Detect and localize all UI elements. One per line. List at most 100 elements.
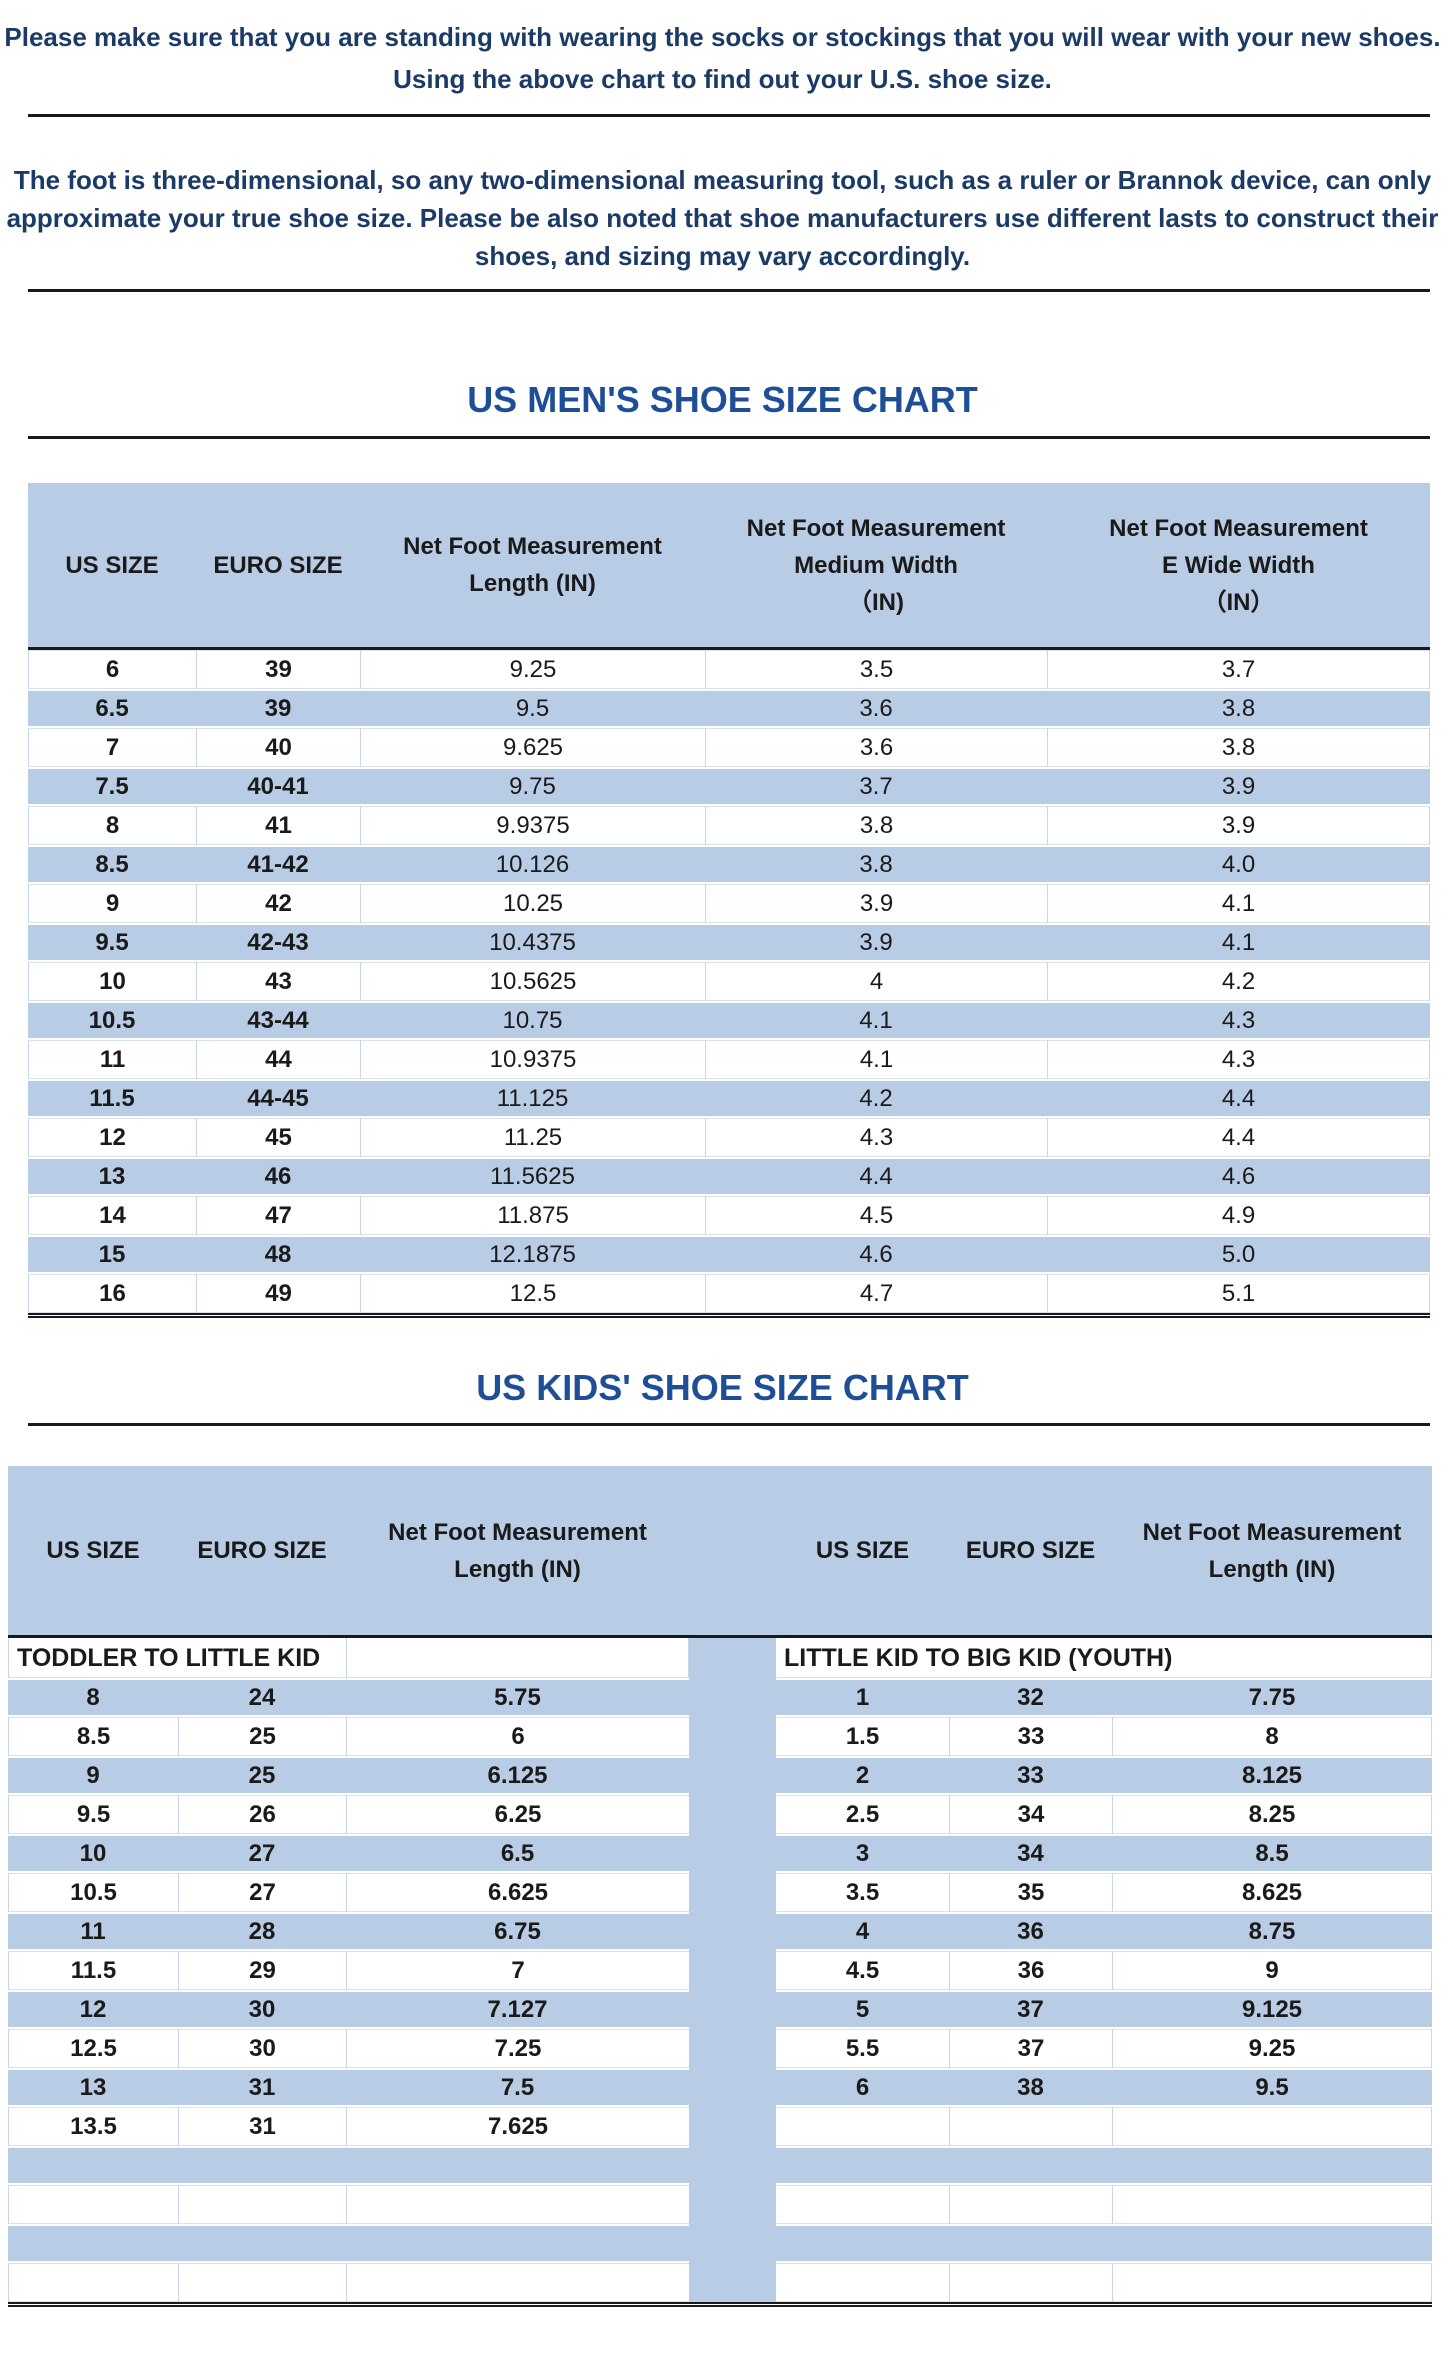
kids-table-cell <box>178 2224 346 2264</box>
kids-table-cell: 30 <box>178 1990 346 2030</box>
kids-table-row: 13.5 31 7.625 <box>8 2107 1432 2147</box>
mens-table-cell: 4.3 <box>1047 1040 1430 1080</box>
kids-table-row <box>8 2146 1432 2186</box>
mens-table-cell: 39 <box>196 650 360 690</box>
kids-table-cell: 6.75 <box>346 1912 689 1952</box>
kids-table-cell: 8.625 <box>1112 1873 1432 1913</box>
mens-table-cell: 48 <box>264 1240 292 1268</box>
kids-table-cell: 27 <box>178 1873 346 1913</box>
mens-table-row: 7 40 9.625 3.6 3.8 <box>28 728 1430 768</box>
mens-table-cell: 9.9375 <box>360 806 705 846</box>
mens-table-cell: 10.5625 <box>360 962 705 1002</box>
kids-table-cell: 6.25 <box>346 1795 689 1835</box>
mens-table-cell: 3.9 <box>859 928 893 956</box>
kids-table-cell <box>1112 2107 1432 2147</box>
mens-table-cell: 14 <box>28 1196 196 1236</box>
mens-table-cell: 3.9 <box>1047 806 1430 846</box>
mens-table-cell: 12 <box>28 1118 196 1158</box>
mens-table-cell: 4.5 <box>705 1196 1047 1236</box>
kids-table-row <box>8 2263 1432 2303</box>
mens-table-cell: 4.9 <box>1047 1196 1430 1236</box>
kids-table-cell: 3.5 <box>776 1873 949 1912</box>
kids-table-row: 10 27 6.5 3 34 8.5 <box>8 1834 1432 1874</box>
mens-table-cell: 43 <box>196 962 360 1002</box>
kids-header-euro-size-right: EURO SIZE <box>965 1537 1096 1565</box>
mens-table-row: 8.5 41-42 10.126 3.8 4.0 <box>28 845 1430 885</box>
mens-table-cell: 44 <box>196 1040 360 1080</box>
mens-table-cell: 10 <box>28 962 196 1002</box>
kids-table-cell: 13 <box>8 2068 178 2108</box>
kids-table-cell <box>1112 2224 1432 2264</box>
kids-table-cell: 34 <box>949 1795 1112 1835</box>
mens-table-cell: 46 <box>264 1162 292 1190</box>
kids-table-cell <box>8 2185 178 2225</box>
kids-table-cell: 9 <box>8 1756 178 1796</box>
mens-table-cell: 13 <box>98 1162 126 1190</box>
mens-table-cell: 47 <box>196 1196 360 1236</box>
kids-table-body: 8 24 5.75 1 32 7.75 8.5 25 6 1.5 33 8 9 25 6.125 2 33 8.1… <box>8 1678 1432 2303</box>
kids-table-cell: 24 <box>178 1678 346 1718</box>
mens-table-cell: 9.75 <box>509 772 556 800</box>
kids-table-cell <box>776 2185 949 2224</box>
kids-table-cell: 33 <box>949 1717 1112 1757</box>
mens-table-cell: 39 <box>264 694 292 722</box>
kids-table-cell: 30 <box>178 2029 346 2069</box>
mens-table-cell: 3.8 <box>1221 694 1256 722</box>
kids-table-cell: 2 <box>776 1756 949 1796</box>
mens-table-cell: 40 <box>196 728 360 768</box>
kids-table-cell: 1 <box>776 1678 949 1718</box>
kids-table-row: 11.5 29 7 4.5 36 9 <box>8 1951 1432 1991</box>
mens-table-row: 13 46 11.5625 4.4 4.6 <box>28 1157 1430 1197</box>
mens-table-row: 6.5 39 9.5 3.6 3.8 <box>28 689 1430 729</box>
kids-table-cell <box>178 2146 346 2186</box>
kids-table-cell <box>1112 2146 1432 2186</box>
kids-table-cell: 9.25 <box>1112 2029 1432 2069</box>
kids-table-cell: 35 <box>949 1873 1112 1913</box>
divider-line <box>28 1423 1430 1427</box>
mens-table-cell: 4.1 <box>705 1040 1047 1080</box>
kids-table-cell: 5.75 <box>346 1678 689 1718</box>
kids-table-cell: 8.125 <box>1112 1756 1432 1796</box>
mens-table-cell: 16 <box>28 1274 196 1314</box>
kids-table-cell <box>1112 2263 1432 2303</box>
mens-table-cell: 9.5 <box>95 928 129 956</box>
kids-table-cell: 7.25 <box>346 2029 689 2069</box>
kids-table-cell <box>178 2185 346 2225</box>
kids-table-cell: 1.5 <box>776 1717 949 1756</box>
mens-table-row: 12 45 11.25 4.3 4.4 <box>28 1118 1430 1158</box>
kids-table-cell: 36 <box>949 1912 1112 1952</box>
kids-table-cell: 25 <box>178 1756 346 1796</box>
mens-table-row: 7.5 40-41 9.75 3.7 3.9 <box>28 767 1430 807</box>
mens-table-cell: 5.1 <box>1047 1274 1430 1314</box>
mens-table-cell: 7 <box>28 728 196 768</box>
kids-table-cell: 27 <box>178 1834 346 1874</box>
kids-table-cell <box>776 2224 949 2264</box>
mens-table-cell: 5.0 <box>1221 1240 1256 1268</box>
mens-table-row: 9 42 10.25 3.9 4.1 <box>28 884 1430 924</box>
kids-table-cell: 34 <box>949 1834 1112 1874</box>
kids-table-row: 8.5 25 6 1.5 33 8 <box>8 1717 1432 1757</box>
mens-table-cell: 4.6 <box>1221 1162 1256 1190</box>
mens-table-cell: 3.9 <box>1221 772 1256 800</box>
mens-table-cell: 11.5 <box>89 1084 135 1112</box>
mens-table-cell: 43-44 <box>247 1006 309 1034</box>
kids-header-us-size-left: US SIZE <box>46 1537 140 1565</box>
kids-section-header-row: TODDLER TO LITTLE KID LITTLE KID TO BIG … <box>8 1638 1432 1679</box>
mens-table-cell: 11.5625 <box>490 1162 575 1190</box>
mens-table-cell: 4.1 <box>859 1006 893 1034</box>
mens-table-cell: 9.5 <box>515 694 550 722</box>
divider-line <box>28 436 1430 440</box>
kids-table-cell: 11 <box>8 1912 178 1952</box>
kids-table-cell <box>346 2263 689 2303</box>
kids-table-cell: 7.5 <box>346 2068 689 2108</box>
mens-table-cell: 40-41 <box>247 772 309 800</box>
mens-table-cell: 4.3 <box>705 1118 1047 1158</box>
kids-table-cell <box>949 2263 1112 2303</box>
mens-chart-title: US MEN'S SHOE SIZE CHART <box>467 379 978 420</box>
kids-table-separator-strip <box>689 1795 776 1835</box>
mens-table-cell: 3.6 <box>705 728 1047 768</box>
mens-header-length: Net Foot Measurement Length (IN) <box>403 533 662 598</box>
mens-table-cell: 49 <box>196 1274 360 1314</box>
kids-table-cell: 8.5 <box>1112 1834 1432 1874</box>
mens-table-cell: 11.125 <box>496 1084 569 1112</box>
